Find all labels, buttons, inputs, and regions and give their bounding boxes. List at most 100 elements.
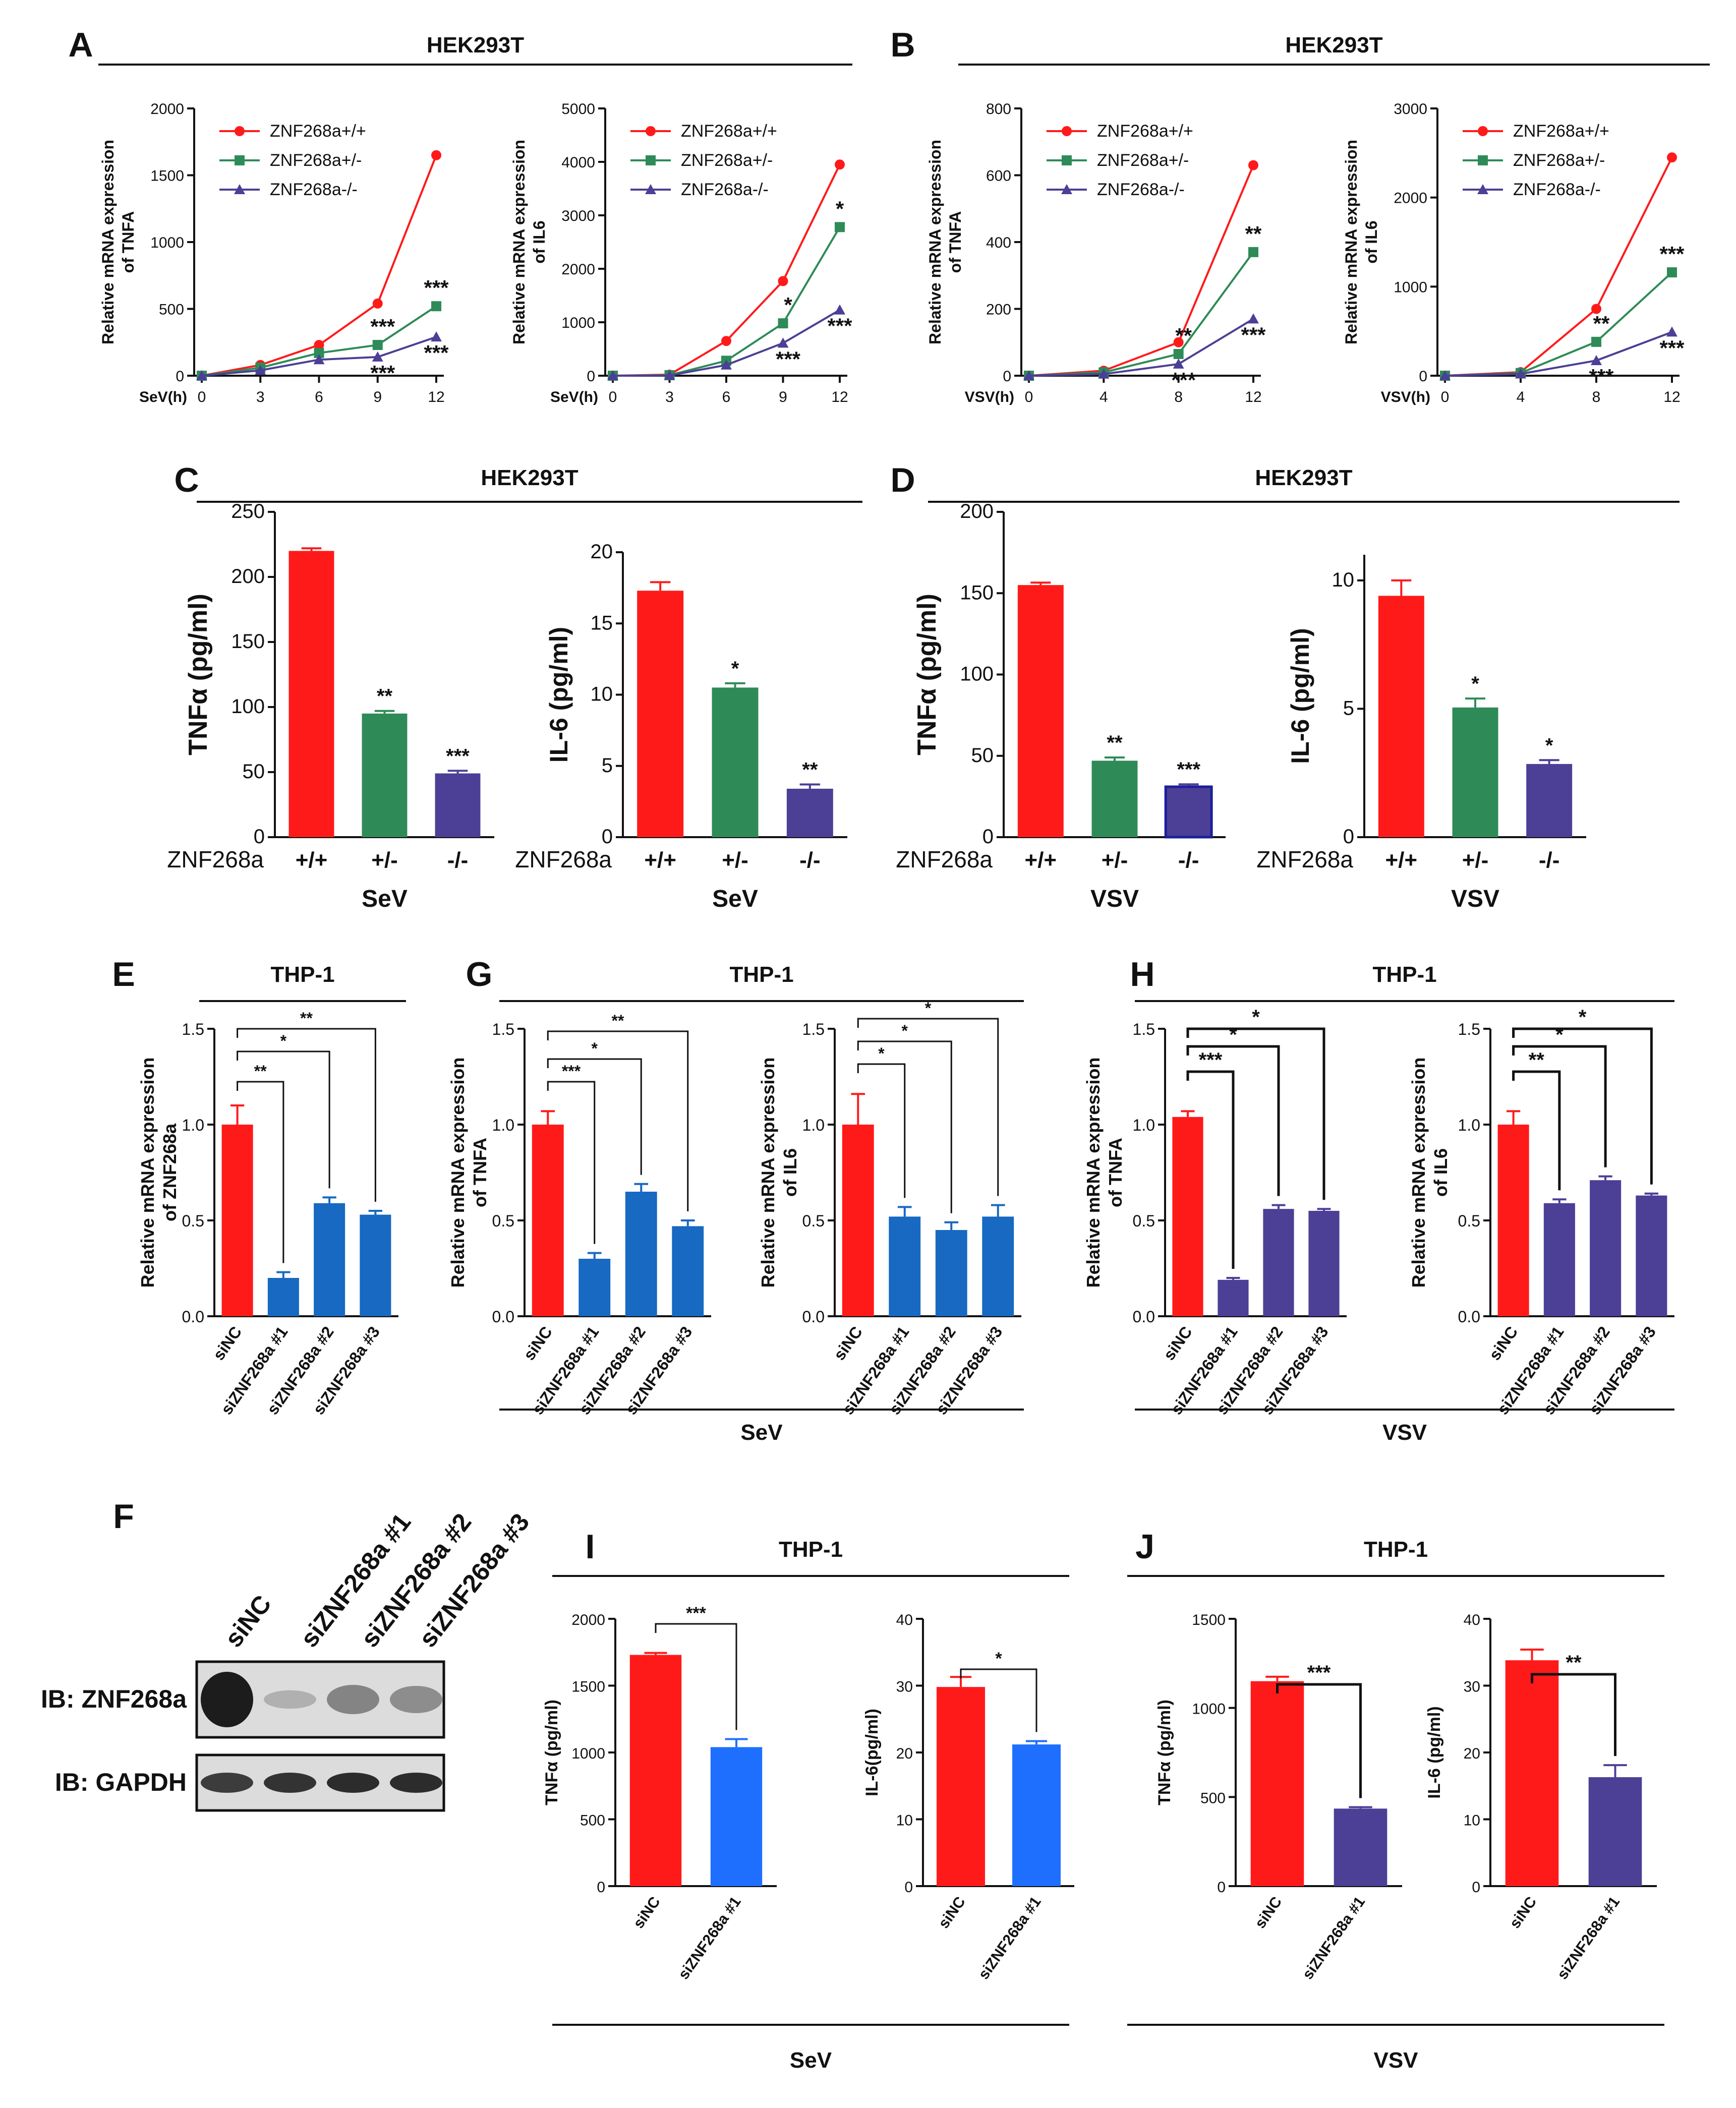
J1-y-tick-label: 1500 [1192,1612,1226,1628]
A1-point [255,365,266,375]
B2-point [1667,267,1677,278]
I2-bar [1012,1744,1061,1886]
A2-point [721,336,731,346]
E-y-tick-label: 0.0 [182,1308,204,1326]
C1-bar [435,773,481,837]
D2-bar [1452,707,1498,837]
G1-bar [672,1226,704,1316]
H1-sig-bracket-label: * [1252,1006,1260,1028]
section-title-e: THP-1 [270,962,334,987]
B2-legend-label: ZNF268a+/- [1513,151,1605,170]
I1-y-tick-label: 0 [597,1879,605,1896]
D1-bar [1091,760,1138,837]
G1-sig-bracket [547,1081,596,1244]
A2-legend-label: ZNF268a+/- [681,151,773,170]
panel-letter-f: F [113,1497,134,1536]
panel-letter-b: B [890,26,915,64]
H2-sig-bracket [1512,1027,1653,1185]
C2-y-tick-label: 5 [602,754,613,777]
C2-sig-label: ** [802,758,818,781]
blot-band [390,1773,442,1793]
D1-category-label: +/- [1102,848,1128,872]
B1-legend-label: ZNF268a+/- [1097,151,1189,170]
E-category-label: siNC [209,1323,245,1363]
G1-y-axis-title-2: of TNFA [470,1138,490,1207]
G1-y-tick-label: 1.0 [492,1116,514,1134]
E-sig-bracket-label: ** [254,1062,267,1080]
B1-series-line-2 [1028,318,1254,377]
G1-sig-bracket-label: *** [562,1062,581,1080]
C2-y-tick-label: 15 [591,612,613,634]
J2-y-tick-label: 0 [1472,1879,1480,1896]
blot-band [201,1773,253,1793]
A1-legend-marker [234,184,245,194]
E-sig-bracket-label: * [280,1032,287,1050]
H1-sig-bracket-label: * [1229,1024,1237,1046]
I1-y-axis-title: TNFα (pg/ml) [542,1700,561,1805]
section-title-h: THP-1 [1372,962,1436,987]
J1-sig-bracket [1276,1683,1362,1798]
I2-y-tick-label: 20 [896,1745,913,1762]
group-label-i: SeV [790,2048,832,2073]
B2-x-tick-label: 0 [1441,389,1450,405]
C2-category-label: +/- [722,848,748,872]
A2-point [778,276,788,286]
B2-x-tick-label: 12 [1663,389,1680,405]
B1-legend-marker [1062,126,1072,136]
A1-sig-label: *** [370,361,395,385]
I1-y-tick-label: 1500 [571,1679,605,1695]
G1-y-axis-title: Relative mRNA expression [447,1058,468,1288]
B1-x-tick-label: 0 [1025,389,1033,405]
G1-bar [625,1192,657,1316]
C2-bar [637,591,684,837]
A1-point [431,150,441,160]
A2-point [835,222,845,232]
D1-group-label: VSV [1090,886,1139,912]
H1-sig-bracket-label: *** [1199,1049,1223,1071]
H2-y-axis-title-2: of IL6 [1430,1148,1451,1197]
B1-point [1173,348,1184,359]
I1-bar [629,1655,682,1886]
A2-point [777,337,789,348]
I1-bar [710,1747,763,1886]
D1-category-label: +/+ [1025,848,1057,872]
D2-bar [1378,596,1424,837]
B1-point [1173,337,1184,347]
D2-category-label: -/- [1539,848,1560,872]
G1-sig-bracket [547,1058,642,1175]
B2-sig-label: *** [1659,242,1685,266]
B1-sig-label: ** [1245,222,1262,246]
A1-x-tick-label: 3 [256,389,265,405]
D2-y-tick-label: 0 [1343,826,1354,848]
H1-sig-bracket [1186,1070,1235,1269]
G2-y-axis-title: Relative mRNA expression [758,1058,778,1288]
B1-sig-label: *** [1171,368,1196,392]
J2-y-tick-label: 30 [1464,1679,1480,1695]
A1-point [313,354,325,365]
G2-y-tick-label: 1.5 [802,1020,825,1038]
C1-sig-label: *** [446,745,470,767]
J1-bar [1334,1808,1387,1886]
H2-y-axis-title: Relative mRNA expression [1408,1058,1429,1288]
D1-y-axis-title: TNFα (pg/ml) [912,594,942,755]
D1-sig-label: ** [1107,732,1123,754]
I2-y-axis-title: IL-6(pg/ml) [862,1709,882,1796]
A1-y-axis-title-2: of TNFA [119,211,137,273]
A2-y-tick-label: 0 [587,368,595,385]
A2-point [778,318,788,329]
I1-y-tick-label: 2000 [571,1612,605,1628]
A2-point [664,370,675,380]
H1-bar [1172,1117,1203,1316]
panel-letter-j: J [1135,1528,1154,1566]
blot-band [390,1686,442,1713]
B1-sig-label: *** [1241,323,1266,346]
B1-point [1098,368,1110,379]
J1-y-axis-title: TNFα (pg/ml) [1155,1700,1174,1805]
B2-y-tick-label: 3000 [1394,101,1427,118]
H2-y-tick-label: 1.5 [1458,1020,1480,1038]
A2-x-axis-title: SeV(h) [550,389,598,405]
D1-y-tick-label: 150 [960,581,994,604]
C1-y-axis-title: TNFα (pg/ml) [184,594,213,755]
A2-series-line-1 [612,226,841,377]
B2-legend-marker [1477,184,1488,194]
